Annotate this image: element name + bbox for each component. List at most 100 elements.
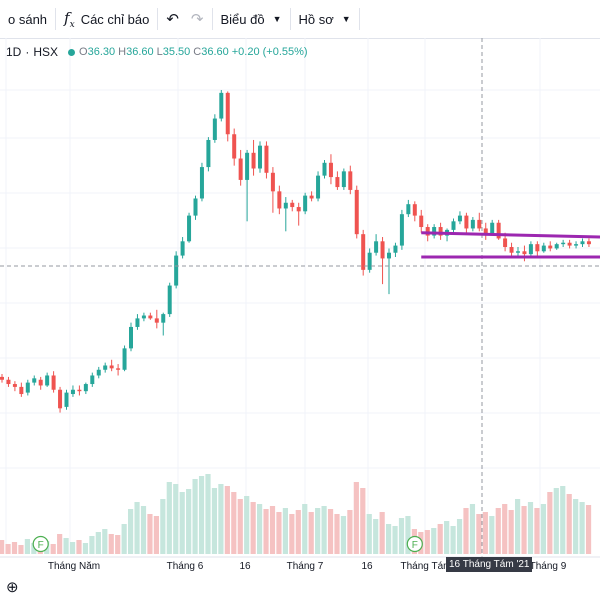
volume-bar <box>450 526 456 554</box>
candle-body <box>187 215 192 242</box>
candle-body <box>129 326 133 349</box>
candle-body <box>264 145 269 173</box>
chevron-down-icon: ▼ <box>341 14 351 24</box>
volume-bar <box>560 486 566 554</box>
candle-body <box>406 204 411 215</box>
high-value: 36.60 <box>126 46 154 58</box>
candle-body <box>574 244 579 246</box>
candle-body <box>6 379 11 385</box>
candle-body <box>561 242 566 245</box>
volume-bar <box>211 488 218 554</box>
candle-body <box>580 241 585 245</box>
volume-bar <box>82 543 89 554</box>
candle-body <box>0 376 4 380</box>
candle-body <box>503 238 508 248</box>
volume-bar <box>237 499 243 554</box>
volume-bar <box>153 516 159 554</box>
price-chart[interactable]: F F Tháng Năm Tháng 6 16 Tháng 7 16 Tháng Tám Th… <box>0 38 600 578</box>
candle-body <box>316 175 321 199</box>
candle-body <box>387 252 391 259</box>
volume-bar <box>392 526 398 554</box>
undo-icon[interactable]: ↶ <box>166 11 179 28</box>
candle-body <box>399 214 404 246</box>
volume-bar <box>224 486 230 554</box>
profile-dropdown[interactable]: Hồ sơ ▼ <box>291 0 359 38</box>
candle-body <box>496 222 501 239</box>
volume-bar <box>573 499 579 554</box>
x-axis-tick-label: Tháng Năm <box>48 561 100 572</box>
open-label: O <box>79 46 88 58</box>
candle-body <box>438 227 443 236</box>
volume-bar <box>276 512 282 554</box>
candle-body <box>116 368 121 370</box>
candle-body <box>258 145 262 169</box>
x-axis-tick-label: 16 <box>361 561 373 572</box>
candle-body <box>464 215 469 229</box>
candle-body <box>232 134 237 159</box>
candle-body <box>58 389 63 409</box>
candle-body <box>180 241 185 256</box>
candle-body <box>245 152 250 180</box>
exchange-label[interactable]: HSX <box>33 45 59 59</box>
volume-bar <box>476 514 482 554</box>
candle-body <box>322 162 327 176</box>
volume-bar <box>69 542 76 554</box>
volume-bar <box>437 524 443 554</box>
volume-bar <box>315 508 321 554</box>
candle-body <box>19 386 24 395</box>
candle-body <box>277 191 282 209</box>
redo-icon[interactable]: ↷ <box>190 11 204 28</box>
candle-body <box>554 244 559 249</box>
chart-type-label: Biểu đồ <box>220 11 265 27</box>
interval-label[interactable]: 1D <box>6 45 22 59</box>
volume-bar <box>108 534 114 554</box>
volume-bar <box>140 506 147 554</box>
candle-body <box>167 285 172 315</box>
high-label: H <box>118 46 127 58</box>
volume-bar <box>218 484 224 554</box>
candle-body <box>199 167 204 199</box>
volume-bar <box>334 514 340 554</box>
volume-bar <box>585 505 592 554</box>
add-pane-icon[interactable]: ⊕ <box>6 579 19 596</box>
volume-bar <box>11 542 18 554</box>
candle-body <box>457 215 462 222</box>
volume-bar <box>95 532 101 554</box>
chevron-down-icon: ▼ <box>272 14 282 24</box>
indicators-button[interactable]: fx Các chỉ báo <box>56 0 157 38</box>
candle-body <box>516 251 520 253</box>
volume-bar <box>186 489 192 554</box>
volume-bar <box>386 524 392 554</box>
volume-bar <box>431 528 437 554</box>
volume-bar <box>424 530 430 554</box>
volume-bar <box>302 504 308 554</box>
volume-bar <box>521 506 527 554</box>
candle-body <box>477 219 482 229</box>
candle-body <box>380 241 385 259</box>
candle-body <box>32 378 37 383</box>
chart-type-dropdown[interactable]: Biểu đồ ▼ <box>213 0 290 38</box>
compare-button[interactable]: o sánh <box>0 0 55 38</box>
x-axis-tick-label: Tháng 9 <box>530 561 567 572</box>
toolbar-divider <box>289 8 291 30</box>
candle-body <box>90 375 95 385</box>
volume-bar <box>24 539 30 554</box>
candle-body <box>348 171 353 190</box>
volume-bar <box>295 510 301 554</box>
volume-bar <box>244 496 250 554</box>
volume-bar <box>340 516 347 554</box>
candle-body <box>522 251 527 255</box>
candle-body <box>251 152 256 169</box>
volume-bar <box>121 524 127 554</box>
candle-body <box>548 245 553 249</box>
channel-trendline <box>421 231 600 239</box>
candle-body <box>509 247 514 253</box>
volume-bar <box>534 508 540 554</box>
dividend-marker-label: F <box>38 540 44 551</box>
volume-bar <box>444 521 450 554</box>
x-axis-tick-label: Tháng 6 <box>167 561 204 572</box>
volume-bar <box>502 504 508 554</box>
volume-bar <box>353 482 359 554</box>
volume-bar <box>360 488 366 554</box>
volume-bar <box>134 502 140 554</box>
